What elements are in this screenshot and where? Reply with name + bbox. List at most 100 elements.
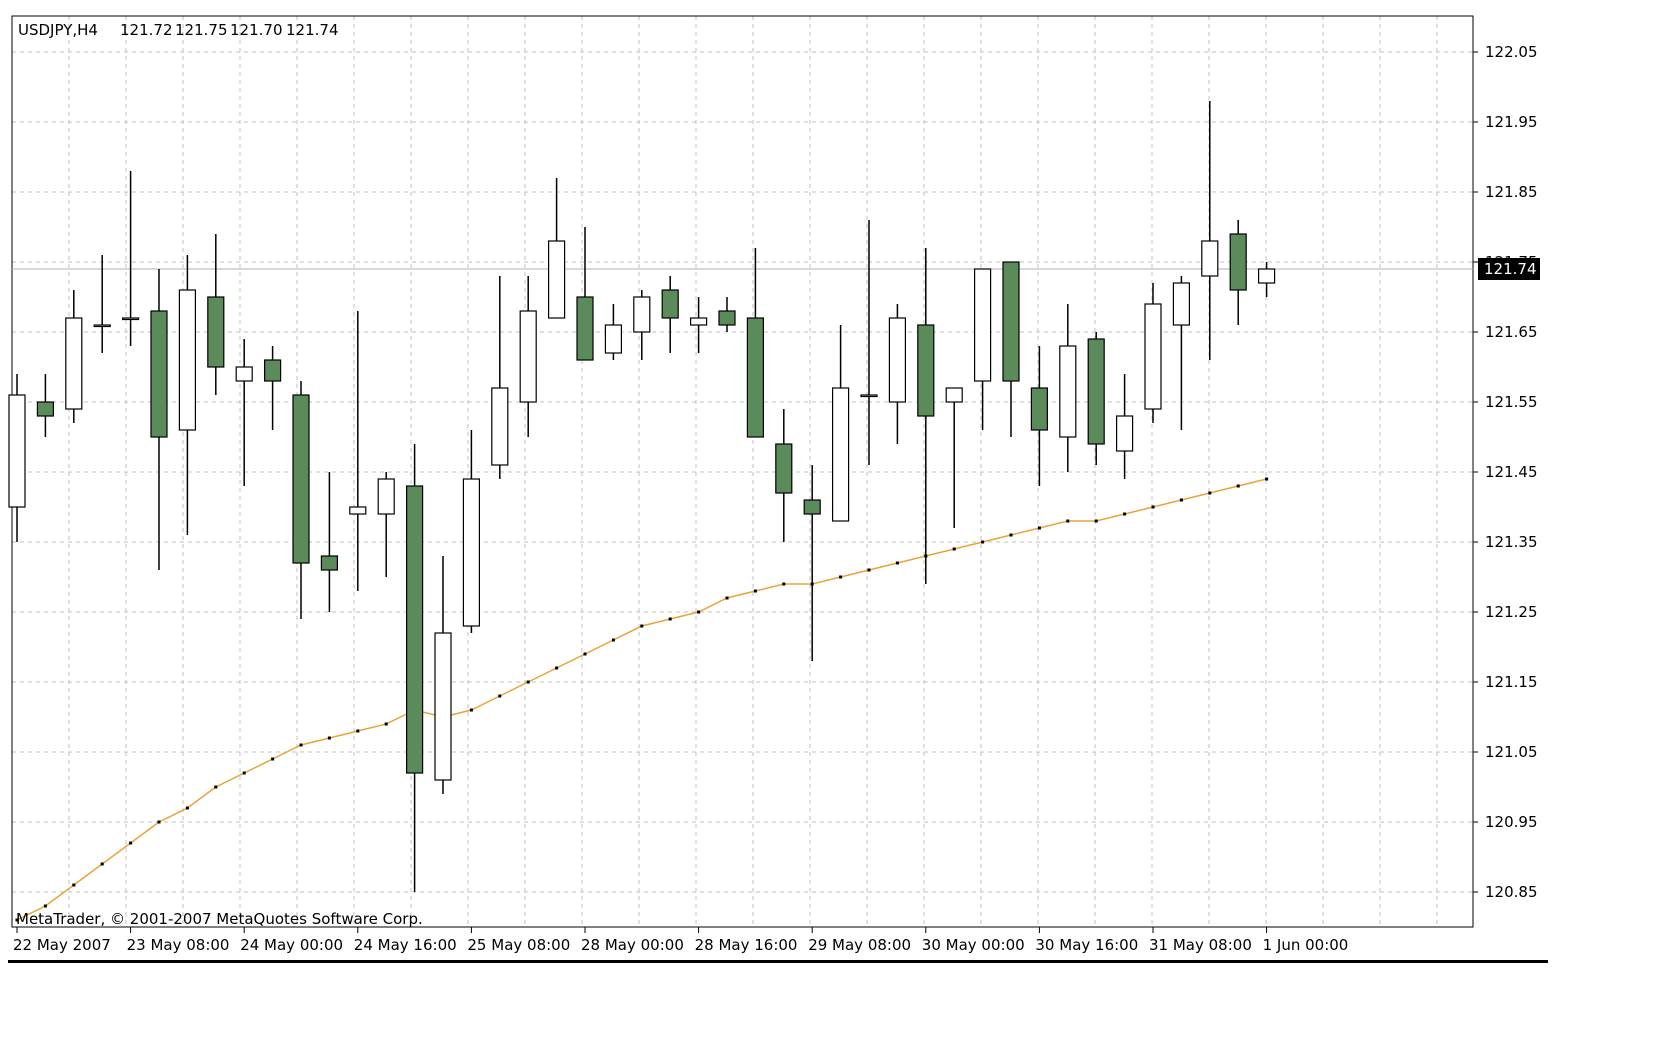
bull-candle-body: [831, 387, 850, 522]
ma-point: [895, 561, 899, 565]
candle: [406, 444, 424, 892]
x-tick-label: 30 May 16:00: [1035, 936, 1138, 954]
bear-candle-body: [36, 401, 55, 417]
current-price-label: 121.74: [1484, 260, 1537, 278]
bull-candle-body: [121, 317, 140, 321]
x-tick-label: 1 Jun 00:00: [1263, 936, 1349, 954]
ma-point: [867, 568, 871, 572]
copyright-text: MetaTrader, © 2001-2007 MetaQuotes Softw…: [16, 910, 423, 928]
ma-point: [668, 617, 672, 621]
candle: [434, 556, 452, 794]
bear-candle-body: [746, 317, 765, 438]
x-tick-label: 31 May 08:00: [1149, 936, 1252, 954]
ma-point: [1208, 491, 1212, 495]
bull-candle-body: [462, 478, 480, 627]
candle: [547, 178, 566, 319]
ohlc-low: 121.70: [230, 21, 283, 39]
candle: [178, 255, 196, 535]
bull-candle-body: [1172, 282, 1191, 326]
candle: [1059, 304, 1077, 472]
moving-average: [15, 477, 1269, 922]
bear-candle-body: [1229, 233, 1247, 291]
x-tick-label: 24 May 00:00: [240, 936, 343, 954]
candle: [1115, 374, 1134, 479]
bull-candle-body: [633, 296, 651, 333]
ma-point: [100, 862, 104, 866]
candle: [264, 346, 282, 430]
x-tick-label: 29 May 08:00: [808, 936, 911, 954]
candle: [320, 472, 338, 612]
candle: [1257, 262, 1276, 297]
bear-candle-body: [661, 289, 679, 319]
bear-candle-body: [264, 359, 282, 382]
bull-candle-body: [178, 289, 196, 431]
ma-point: [952, 547, 956, 551]
x-tick-label: 23 May 08:00: [127, 936, 230, 954]
candle: [945, 387, 963, 528]
ohlc-close: 121.74: [286, 21, 339, 39]
x-tick-label: 25 May 08:00: [467, 936, 570, 954]
candle: [917, 248, 935, 584]
bull-candle-body: [888, 317, 907, 403]
ma-point: [839, 575, 843, 579]
ma-point: [242, 771, 246, 775]
y-tick-label: 121.95: [1485, 113, 1538, 131]
ma-point: [526, 680, 530, 684]
bear-candle-body: [1087, 338, 1105, 445]
ma-point: [725, 596, 729, 600]
candle: [65, 290, 83, 423]
ma-point: [1066, 519, 1070, 523]
bear-candle-body: [320, 555, 338, 571]
bull-candle-body: [547, 240, 566, 319]
bull-candle-body: [377, 478, 395, 515]
candle: [519, 276, 537, 437]
bear-candle-body: [803, 499, 821, 515]
bull-candle-body: [945, 387, 963, 403]
candle: [860, 220, 878, 465]
candle: [633, 290, 651, 360]
candle: [973, 268, 992, 430]
ma-line: [16, 478, 1267, 921]
x-axis: 22 May 2007 23 May 08:00 24 May 00:00 24 Ma…: [13, 927, 1348, 954]
y-tick-label: 122.05: [1485, 43, 1538, 61]
y-tick-label: 120.95: [1485, 813, 1538, 831]
candle: [1229, 220, 1247, 325]
y-tick-label: 121.55: [1485, 393, 1538, 411]
bull-candle-body: [235, 366, 253, 382]
bull-candle-body: [519, 310, 537, 403]
bull-candle-body: [973, 268, 992, 382]
candle: [235, 339, 253, 486]
bear-candle-body: [150, 310, 168, 438]
candle: [36, 374, 55, 437]
ma-point: [15, 918, 19, 922]
ma-point: [214, 785, 218, 789]
bull-candle-body: [1257, 268, 1276, 284]
ohlc-high: 121.75: [175, 21, 228, 39]
candle: [491, 276, 509, 479]
bull-candle-body: [8, 394, 26, 508]
bear-candle-body: [207, 296, 225, 368]
bull-candle-body: [860, 394, 878, 398]
ma-point: [157, 820, 161, 824]
bull-candle-body: [93, 324, 111, 328]
bull-candle-body: [1144, 303, 1162, 410]
bull-candle-body: [491, 387, 509, 466]
bull-candle-body: [689, 317, 708, 326]
ma-point: [1037, 526, 1041, 530]
candle: [1030, 346, 1049, 486]
candle: [1172, 276, 1191, 430]
ma-point: [1151, 505, 1155, 509]
ma-point: [611, 638, 615, 642]
y-tick-label: 120.85: [1485, 883, 1538, 901]
bear-candle-body: [576, 296, 594, 361]
x-tick-label: 24 May 16:00: [354, 936, 457, 954]
ma-point: [753, 589, 757, 593]
ma-point: [356, 729, 360, 733]
candle: [292, 381, 310, 619]
candle: [121, 171, 140, 346]
grid: [12, 16, 1473, 927]
ma-point: [327, 736, 331, 740]
bear-candle-body: [406, 485, 424, 774]
bear-candle-body: [1030, 387, 1049, 431]
